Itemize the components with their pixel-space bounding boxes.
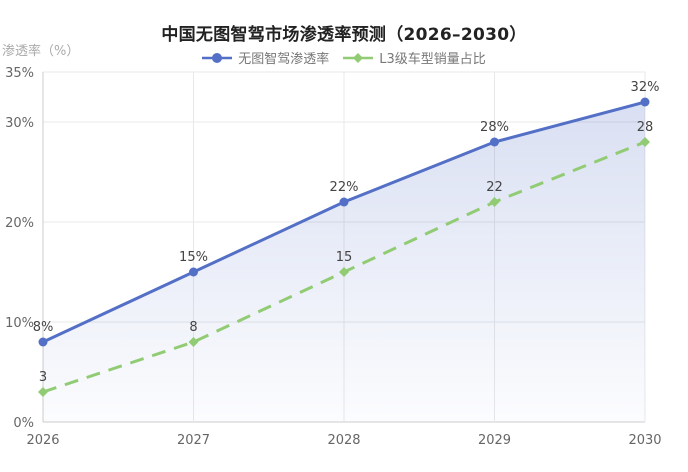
y-tick-label: 10% <box>5 316 34 331</box>
x-tick-label: 2027 <box>177 433 210 448</box>
data-label: 22% <box>330 180 359 195</box>
data-label: 3 <box>39 370 47 385</box>
y-axis-title: 渗透率（%） <box>2 44 80 59</box>
diamond-line-legend-icon <box>343 52 374 63</box>
legend-item-l3[interactable]: L3级车型销量占比 <box>343 48 486 67</box>
data-label: 15 <box>336 250 353 265</box>
circle-line-legend-icon <box>202 52 233 63</box>
chart-title: 中国无图智驾市场渗透率预测（2026–2030） <box>161 25 527 45</box>
data-point-diamond-icon <box>188 337 199 347</box>
data-point-diamond-icon <box>339 267 349 277</box>
data-label: 32% <box>631 80 660 95</box>
data-point-circle-icon <box>490 137 499 147</box>
x-tick-label: 2030 <box>628 433 661 448</box>
legend: 无图智驾渗透率 L3级车型销量占比 <box>0 48 688 67</box>
data-point-diamond-icon <box>489 197 500 207</box>
data-point-circle-icon <box>339 197 349 207</box>
y-tick-label: 30% <box>5 116 34 131</box>
data-point-circle-icon <box>640 97 650 107</box>
data-point-diamond-icon <box>38 387 48 397</box>
data-label: 8% <box>33 320 54 335</box>
legend-item-penetration[interactable]: 无图智驾渗透率 <box>202 48 329 67</box>
data-point-circle-icon <box>38 337 48 347</box>
legend-label-penetration: 无图智驾渗透率 <box>238 52 330 67</box>
x-tick-label: 2028 <box>327 433 360 448</box>
data-label: 8 <box>189 320 197 335</box>
x-tick-label: 2026 <box>26 433 59 448</box>
y-tick-label: 20% <box>5 216 34 231</box>
data-point-circle-icon <box>189 267 198 277</box>
data-label: 28% <box>480 120 509 135</box>
data-label: 22 <box>486 180 503 195</box>
legend-label-l3: L3级车型销量占比 <box>379 52 486 67</box>
data-label: 28 <box>637 120 654 135</box>
y-tick-label: 0% <box>13 416 34 431</box>
data-point-diamond-icon <box>640 137 650 147</box>
y-tick-label: 35% <box>5 66 34 81</box>
data-label: 15% <box>179 250 208 265</box>
x-tick-label: 2029 <box>478 433 511 448</box>
